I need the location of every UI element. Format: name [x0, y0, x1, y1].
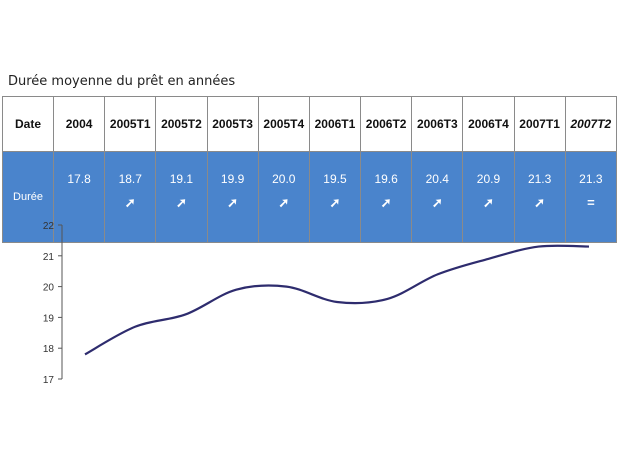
duration-value: 18.7 — [118, 172, 142, 186]
data-point-2006T3 — [435, 272, 440, 277]
duration-cell: 21.3 ➚ — [513, 151, 566, 243]
duration-value: 21.3 — [527, 172, 552, 186]
duration-cell: 20.9 ➚ — [462, 151, 515, 243]
y-tick-label: 17 — [43, 375, 55, 386]
duration-cell: 19.5 ➚ — [308, 151, 362, 243]
trend-up-arrow-icon: ➚ — [380, 195, 392, 210]
data-point-2006T1 — [335, 300, 340, 305]
duration-cell: 19.9 ➚ — [206, 151, 259, 243]
duration-cell: 19.6 ➚ — [360, 151, 413, 243]
trend-up-arrow-icon: ➚ — [124, 195, 136, 210]
duration-value: 19.1 — [169, 172, 194, 186]
y-tick-label: 22 — [43, 221, 55, 232]
trend-up-arrow-icon: ➚ — [278, 195, 290, 210]
data-point-2006T2 — [385, 296, 390, 301]
trend-up-arrow-icon: ➚ — [175, 195, 187, 210]
date-cell: 2004 — [52, 96, 106, 152]
date-cell: 2007T2 — [564, 96, 618, 152]
date-cell: 2007T1 — [513, 96, 566, 152]
date-cell: 2005T3 — [206, 96, 259, 152]
trend-up-arrow-icon: ➚ — [534, 195, 546, 210]
duration-cell: 20.0 ➚ — [257, 151, 310, 243]
y-tick-label: 20 — [43, 283, 55, 294]
date-cell: 2006T1 — [308, 96, 362, 152]
duration-row: Durée 17.8 18.7 ➚ 19.1 ➚ 19.9 ➚ 20.0 ➚ 19.5 ➚ 19.6 ➚… — [2, 151, 618, 243]
duration-value: 17.8 — [67, 172, 91, 186]
duration-value: 20.4 — [425, 172, 449, 186]
duration-value: 20.9 — [476, 172, 501, 186]
series-line-duree — [84, 244, 590, 356]
trend-up-arrow-icon: ➚ — [227, 195, 239, 210]
data-point-2006T4 — [486, 256, 491, 261]
date-row: Date 2004 2005T1 2005T2 2005T3 2005T4 2006T1 2… — [2, 96, 618, 152]
duration-cell: 18.7 ➚ — [104, 151, 157, 243]
date-cell: 2006T4 — [462, 96, 515, 152]
chart-title: Durée moyenne du prêt en années — [8, 74, 236, 89]
y-axis-ticks: 17 18 19 20 21 22 — [43, 221, 62, 386]
date-cell: 2006T3 — [411, 96, 464, 152]
duration-value: 19.9 — [220, 172, 245, 186]
date-cell: 2005T2 — [155, 96, 208, 152]
y-tick-label: 21 — [43, 252, 55, 263]
duration-cell: 17.8 — [52, 151, 106, 243]
date-cell: 2006T2 — [360, 96, 413, 152]
data-point-2004 — [83, 352, 88, 357]
data-point-2005T4 — [284, 284, 289, 289]
y-tick-label: 18 — [43, 344, 55, 355]
row-label-date: Date — [2, 96, 54, 152]
trend-stable-icon: = — [587, 195, 595, 210]
trend-up-arrow-icon: ➚ — [483, 195, 494, 210]
data-point-2007T2 — [587, 244, 592, 249]
duration-value: 20.0 — [272, 172, 296, 186]
line-chart: 17 18 19 20 21 22 — [43, 221, 592, 386]
y-tick-label: 19 — [43, 313, 55, 324]
duration-cell: 20.4 ➚ — [411, 151, 464, 243]
duration-cell: 21.3 = — [564, 151, 618, 243]
data-point-2005T2 — [183, 312, 188, 317]
duration-value: 21.3 — [579, 172, 603, 186]
row-label-duration: Durée — [2, 151, 54, 243]
data-point-2007T1 — [536, 244, 541, 249]
data-point-2005T1 — [133, 324, 138, 329]
duration-value: 19.6 — [374, 172, 398, 186]
data-point-2005T3 — [234, 287, 239, 292]
duration-cell: 19.1 ➚ — [155, 151, 208, 243]
data-table: Date 2004 2005T1 2005T2 2005T3 2005T4 2006T1 2… — [2, 96, 618, 243]
trend-up-arrow-icon: ➚ — [431, 195, 443, 210]
trend-up-arrow-icon: ➚ — [329, 195, 341, 210]
duration-value: 19.5 — [323, 172, 347, 186]
date-cell: 2005T4 — [257, 96, 310, 152]
date-cell: 2005T1 — [104, 96, 157, 152]
